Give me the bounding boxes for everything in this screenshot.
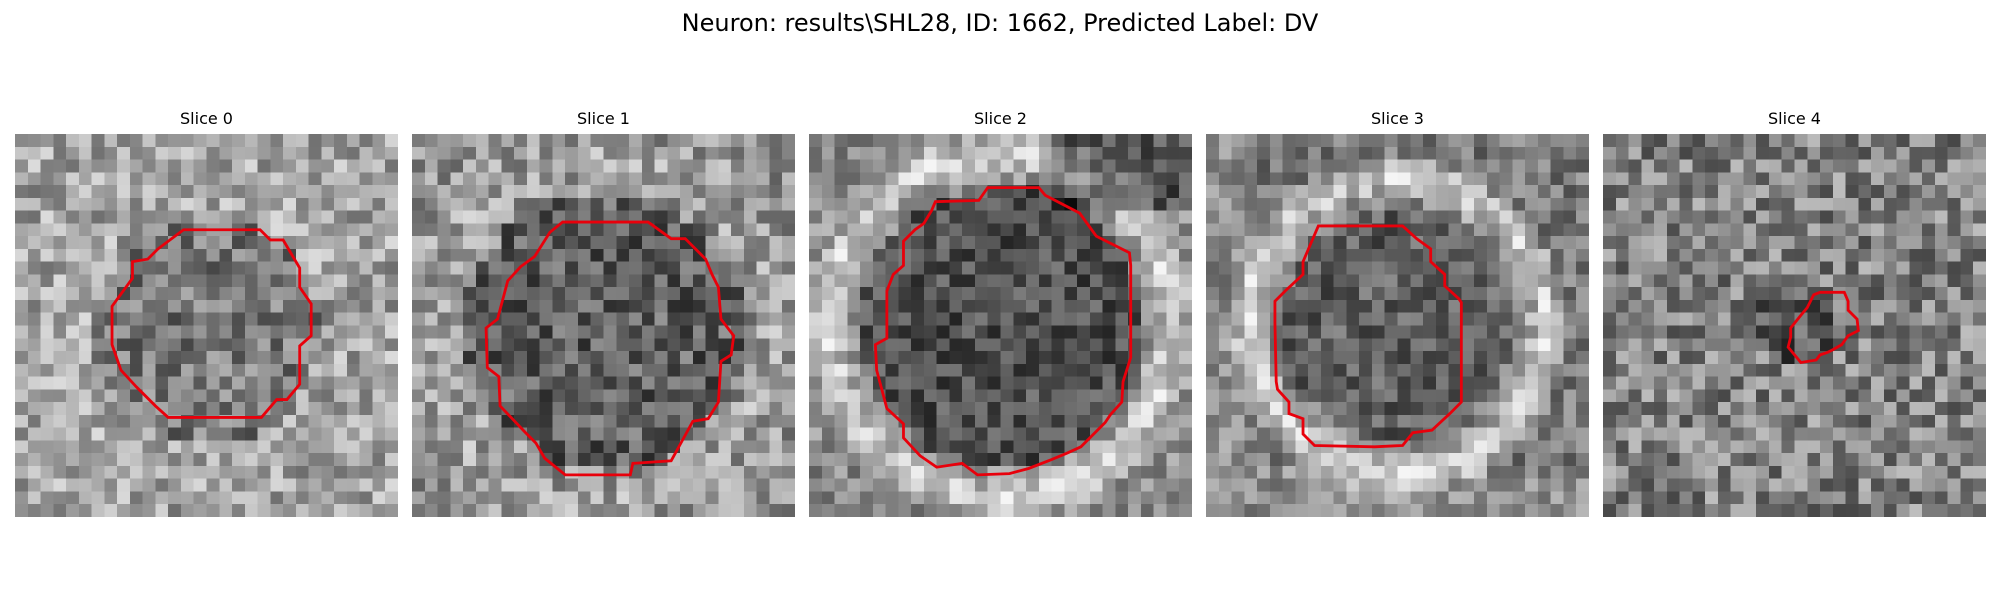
- slice-image: [1603, 134, 1986, 517]
- micrograph-pixels: [412, 134, 795, 517]
- slice-image: [809, 134, 1192, 517]
- micrograph-pixels: [809, 134, 1192, 517]
- slice-image: [412, 134, 795, 517]
- roi-contour: [1273, 224, 1463, 449]
- figure-title: Neuron: results\SHL28, ID: 1662, Predict…: [681, 9, 1319, 37]
- micrograph-pixels: [1603, 134, 1986, 517]
- slice-title: Slice 0: [180, 109, 233, 128]
- roi-contour: [1786, 290, 1860, 365]
- slice-title: Slice 3: [1371, 109, 1424, 128]
- slice-image: [1206, 134, 1589, 517]
- slice-title: Slice 2: [974, 109, 1027, 128]
- micrograph-pixels: [15, 134, 398, 517]
- slice-title: Slice 4: [1768, 109, 1821, 128]
- micrograph-pixels: [1206, 134, 1589, 517]
- roi-contour: [110, 228, 313, 419]
- roi-contour: [484, 220, 736, 477]
- slice-image: [15, 134, 398, 517]
- roi-contour: [873, 186, 1133, 477]
- slice-title: Slice 1: [577, 109, 630, 128]
